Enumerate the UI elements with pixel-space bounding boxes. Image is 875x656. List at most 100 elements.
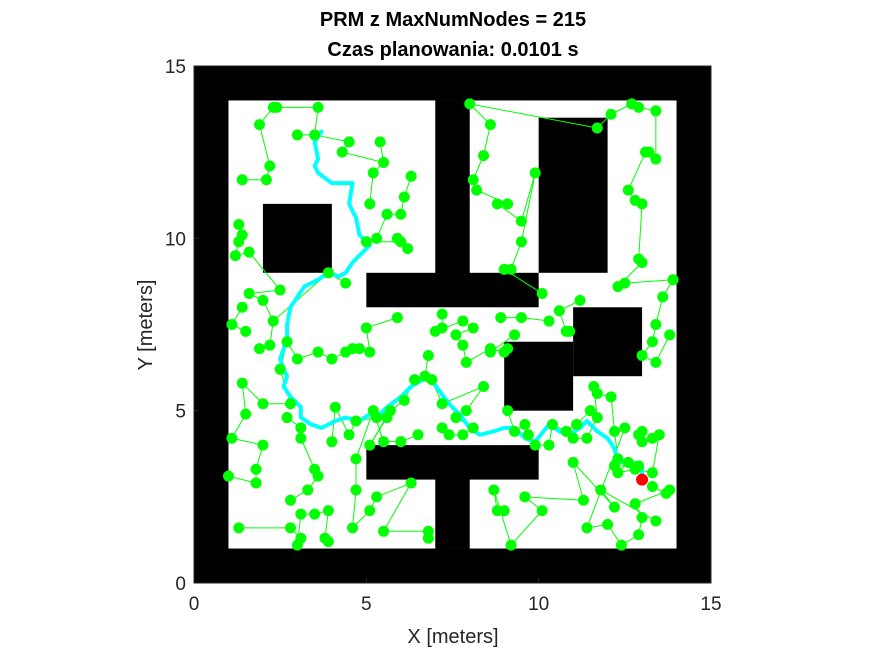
roadmap-node (602, 518, 614, 530)
roadmap-node (329, 401, 341, 413)
roadmap-node (633, 529, 645, 541)
roadmap-node (371, 491, 383, 503)
roadmap-node (488, 484, 500, 496)
roadmap-node (322, 267, 334, 279)
roadmap-node (515, 236, 527, 248)
roadmap-node (412, 429, 424, 441)
roadmap-edge (520, 172, 536, 222)
roadmap-node (340, 277, 352, 289)
roadmap-node (395, 208, 407, 220)
roadmap-node (274, 284, 286, 296)
roadmap-node (484, 119, 496, 131)
roadmap-node (615, 539, 627, 551)
roadmap-edge (300, 438, 316, 470)
roadmap-edge (469, 103, 598, 129)
roadmap-edge (331, 407, 336, 442)
roadmap-node (646, 480, 658, 492)
obstacle (262, 203, 332, 273)
obstacle (435, 100, 470, 291)
roadmap-node (478, 381, 490, 393)
roadmap-node (309, 129, 321, 141)
roadmap-edge (383, 482, 412, 532)
roadmap-node (450, 329, 462, 341)
roadmap-node (577, 494, 589, 506)
roadmap-node (243, 246, 255, 258)
roadmap-node (646, 467, 658, 479)
node-layer (222, 98, 679, 551)
roadmap-node (519, 491, 531, 503)
roadmap-node (395, 236, 407, 248)
roadmap-node (402, 243, 414, 255)
roadmap-node (236, 377, 248, 389)
roadmap-node (629, 463, 641, 475)
roadmap-node (608, 425, 620, 437)
obstacle (366, 272, 539, 308)
roadmap-edge (352, 489, 357, 528)
roadmap-node (312, 346, 324, 358)
roadmap-node (460, 356, 472, 368)
roadmap-node (591, 122, 603, 134)
roadmap-node (605, 108, 617, 120)
roadmap-node (226, 319, 238, 330)
obstacle-layer (194, 66, 711, 583)
obstacle (538, 117, 608, 273)
roadmap-node (457, 339, 469, 351)
obstacle (194, 548, 711, 583)
roadmap-node (378, 157, 390, 169)
roadmap-node (381, 208, 393, 220)
roadmap-node (464, 98, 476, 110)
roadmap-node (343, 429, 355, 441)
roadmap-node (650, 153, 662, 165)
roadmap-node (281, 336, 293, 348)
roadmap-node (584, 405, 596, 417)
roadmap-node (591, 412, 603, 424)
roadmap-node (650, 319, 662, 330)
roadmap-node (636, 256, 648, 268)
roadmap-node (502, 343, 514, 355)
roadmap-node (233, 522, 245, 534)
roadmap-node (322, 536, 334, 548)
roadmap-edge (355, 410, 374, 460)
roadmap-node (285, 522, 297, 534)
roadmap-node (429, 325, 441, 337)
roadmap-edge (638, 203, 643, 260)
roadmap-node (443, 429, 455, 441)
roadmap-node (422, 350, 434, 362)
roadmap-node (326, 353, 338, 365)
roadmap-node (326, 436, 338, 448)
roadmap-node (405, 170, 417, 182)
roadmap-node (291, 353, 303, 365)
roadmap-node (267, 315, 279, 327)
roadmap-node (629, 498, 641, 510)
roadmap-edge (572, 462, 615, 508)
x-tick-label: 5 (361, 594, 372, 615)
roadmap-node (264, 339, 276, 351)
roadmap-node (243, 287, 255, 299)
axes-box (193, 65, 712, 584)
roadmap-node (295, 432, 307, 444)
roadmap-node (467, 174, 479, 186)
roadmap-node (236, 301, 248, 313)
roadmap-node (495, 312, 507, 324)
roadmap-node (457, 429, 469, 441)
roadmap-node (553, 305, 565, 317)
roadmap-node (257, 439, 269, 451)
roadmap-node (250, 477, 262, 489)
roadmap-node (295, 508, 307, 520)
roadmap-node (257, 294, 269, 306)
obstacle (366, 445, 539, 480)
roadmap-edge (493, 489, 512, 546)
roadmap-node (350, 415, 362, 427)
roadmap-node (529, 167, 541, 179)
x-tick-label: 0 (189, 594, 200, 615)
roadmap-node (398, 191, 410, 203)
roadmap-node (364, 505, 376, 517)
roadmap-node (302, 484, 314, 496)
x-axis-label: X [meters] (407, 626, 498, 648)
roadmap-node (543, 315, 555, 327)
roadmap-node (436, 422, 448, 434)
roadmap-node (467, 422, 479, 434)
roadmap-node (619, 277, 631, 289)
roadmap-node (591, 387, 603, 399)
roadmap-node (367, 167, 379, 179)
